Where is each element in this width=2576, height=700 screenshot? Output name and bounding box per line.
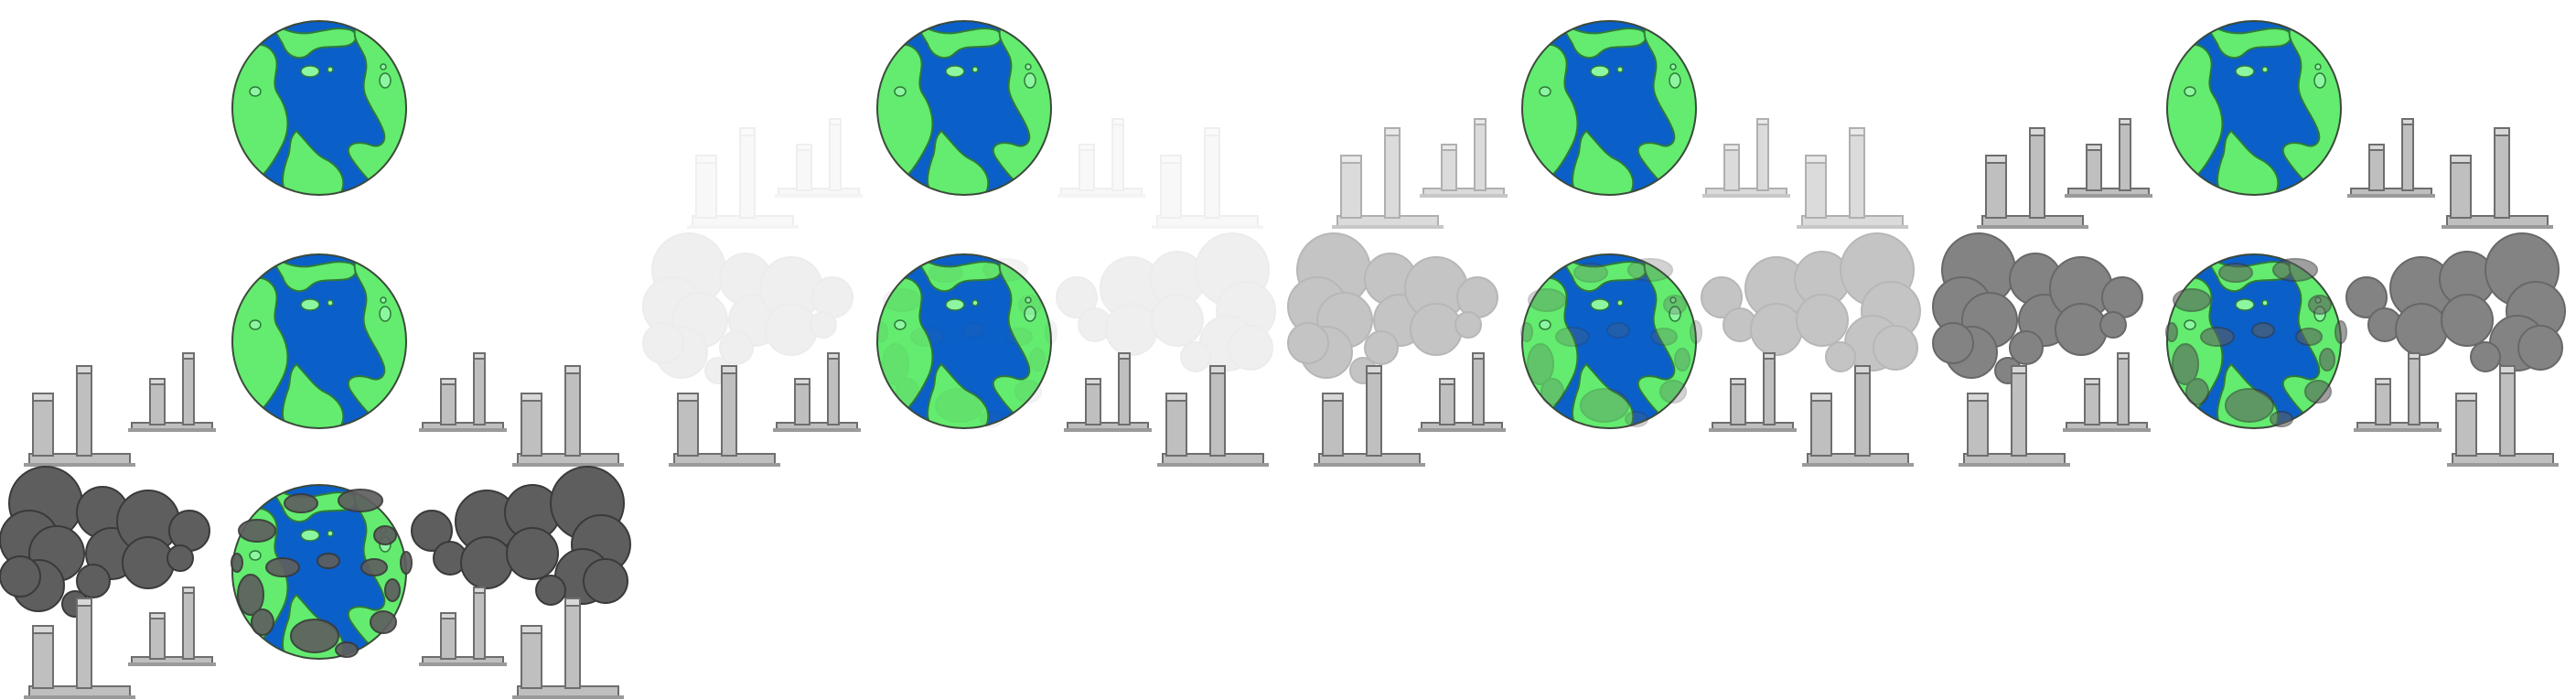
factory [668,365,781,468]
factory [1417,352,1507,433]
frame-stage-2 [1287,21,1921,468]
earth-top [219,21,420,209]
factory [511,598,625,700]
factory [511,365,625,468]
factory [2353,352,2442,433]
factory [418,352,508,433]
earth-top [864,21,1065,209]
factory [1057,118,1146,199]
factory [1313,365,1426,468]
smoke-cloud-right [2345,232,2566,372]
smoke-cloud-left [0,466,210,618]
factory [1796,127,1909,230]
factory [1801,365,1915,468]
factory [1976,127,2089,230]
factory [2346,118,2436,199]
factory [774,118,864,199]
factory [1701,118,1791,199]
factory [127,587,217,667]
factory [1708,352,1798,433]
factory [2441,127,2554,230]
factory [418,587,508,667]
factory [2064,118,2153,199]
smoke-cloud-right [411,466,631,606]
factory [686,127,800,230]
smoke-cloud-left [1932,232,2143,384]
factory [1958,365,2071,468]
smoke-cloud-left [1287,232,1498,384]
factory [1151,127,1264,230]
smoke-cloud-right [1701,232,1921,372]
factory [772,352,862,433]
earth-top [1508,21,1710,209]
earth-middle [219,254,420,442]
factory [127,352,217,433]
frame-intro [0,21,631,700]
smoke-cloud-right [1056,232,1276,372]
factory [2062,352,2152,433]
earth-top [2153,21,2355,209]
factory [1331,127,1444,230]
factory [1419,118,1508,199]
factory [23,365,136,468]
factory [1063,352,1153,433]
factory [1156,365,1270,468]
smoke-cloud-left [642,232,853,384]
factory [23,598,136,700]
frame-stage-1 [642,21,1276,468]
frame-stage-3 [1932,21,2566,468]
factory [2446,365,2560,468]
